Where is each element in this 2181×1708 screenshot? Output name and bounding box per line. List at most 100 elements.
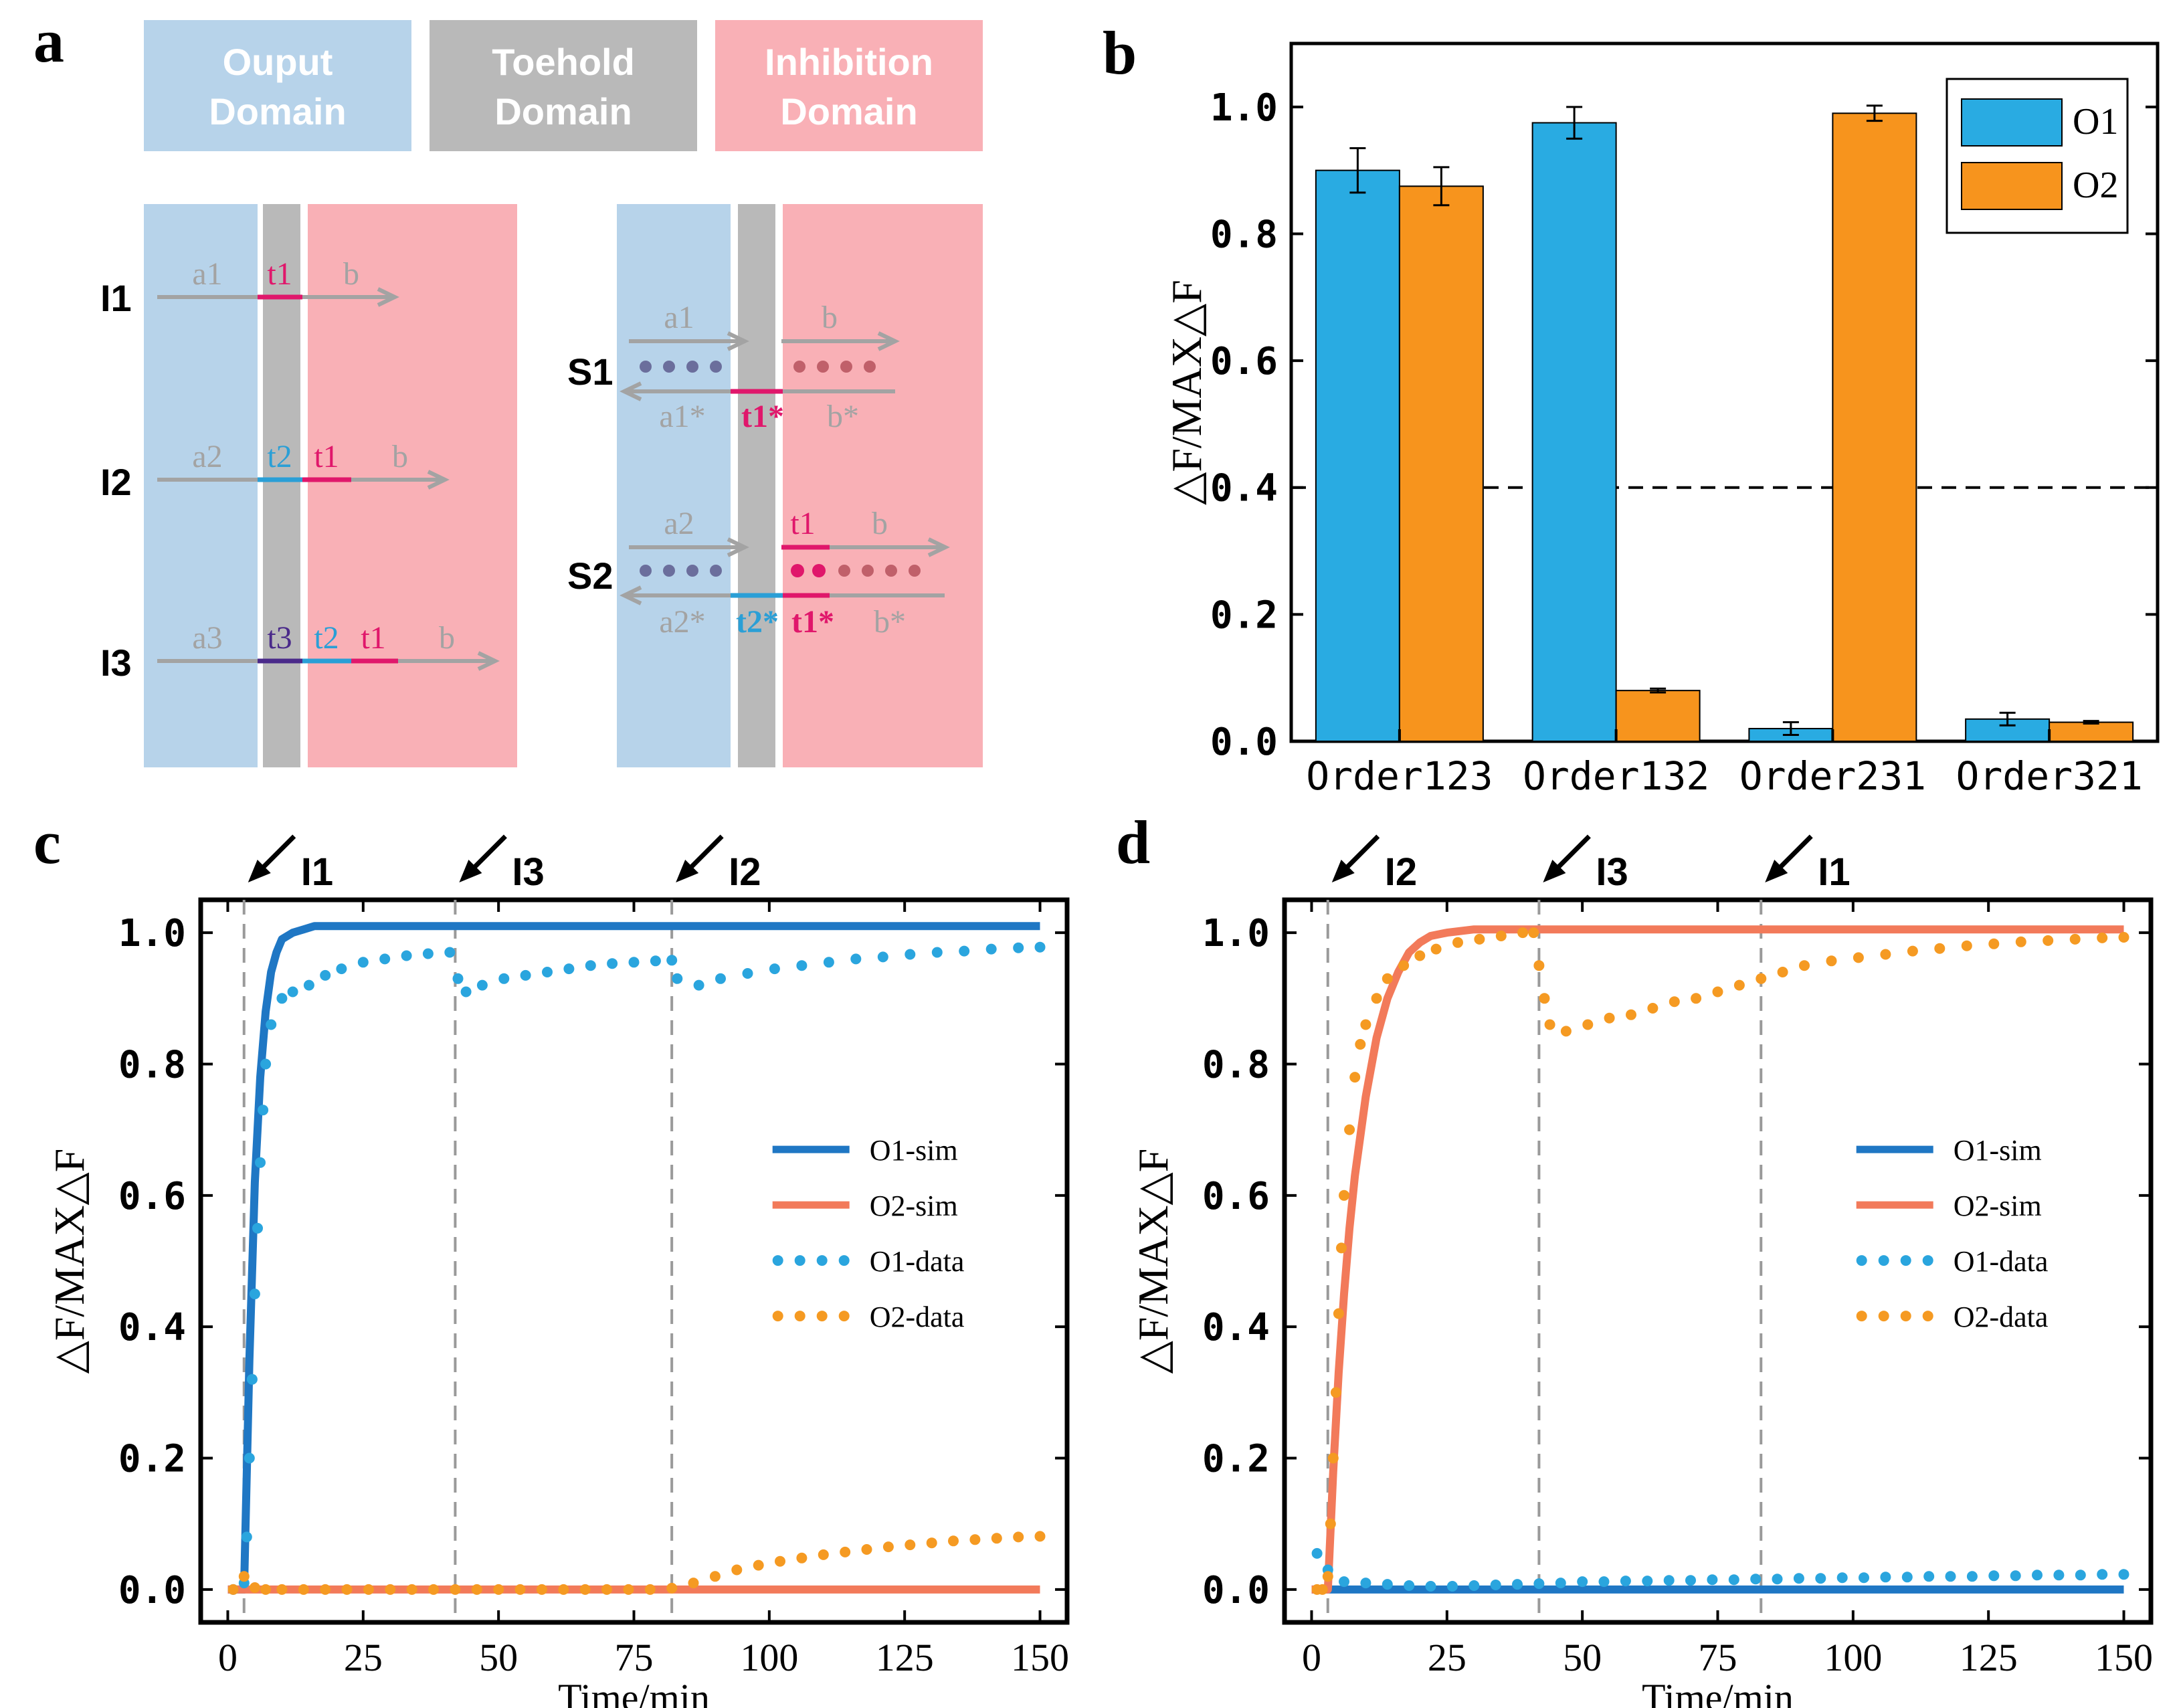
point-o2-data [1934,943,1946,954]
I3-segment-b: b [439,620,455,656]
I3-segment-t1: t1 [361,620,385,656]
point-o2-data [1398,960,1410,971]
point-o1-data [666,955,678,966]
point-o1-data [460,986,472,998]
point-o2-data [709,1571,721,1582]
output-domain-legend-box [144,20,411,151]
point-o1-data [1772,1574,1783,1585]
y-tick-label: 1.0 [1210,86,1278,130]
x-tick-label: 125 [1960,1636,2018,1679]
x-tick-label: 150 [1011,1636,1069,1679]
event-label-i2: I2 [729,850,761,894]
point-o2-data [861,1544,872,1555]
y-tick-label: 0.0 [1210,721,1278,764]
legend-dot-o2-data [1856,1311,1867,1322]
point-o2-data [1517,927,1529,939]
point-o2-data [1626,1009,1636,1020]
point-o1-data [498,973,510,984]
bar-o2 [1398,185,1484,743]
x-tick-label: 75 [615,1636,654,1679]
point-o2-data [1560,1026,1572,1037]
point-o1-data [1577,1576,1588,1588]
point-o1-data [607,958,618,969]
legend-dot-o1-data [794,1255,805,1266]
point-o2-data [1382,973,1393,984]
x-tick-label: Order321 [1956,753,2142,799]
point-o2-data [579,1584,591,1595]
point-o1-data [1988,1570,2000,1582]
point-o2-data [882,1541,894,1553]
point-o1-data [2032,1570,2043,1581]
point-o1-data [1034,941,1046,953]
point-o1-data [303,979,314,991]
complex-S2: S2 a2 t1 b a2* [567,506,950,640]
point-o2-data [1474,933,1485,945]
point-o2-data [363,1584,374,1595]
point-o1-data [1880,1572,1891,1583]
point-o1-data [931,947,943,958]
legend-label-o1-sim: O1-sim [1954,1134,2042,1167]
y-tick-label: 0.8 [1202,1043,1270,1086]
point-o2-data [514,1584,526,1595]
legend-swatch-o2 [1961,162,2063,210]
point-o2-data [1430,943,1442,955]
point-o1-data [252,1222,263,1234]
x-tick-label: 50 [1563,1636,1602,1679]
series-o1-sim [227,922,1040,1594]
legend-dot-o1-data [838,1255,850,1266]
x-tick-label: 0 [1302,1636,1321,1679]
panel-label-d: d [1116,808,1150,876]
point-o1-data [276,993,288,1004]
legend-label-o2: O2 [2073,165,2118,206]
point-o2-data [1330,1387,1341,1398]
point-o2-data [1333,1308,1344,1319]
point-o2-data [1799,960,1810,971]
event-arrowhead [248,860,271,882]
legend-label-o2-data: O2-data [870,1301,965,1333]
point-o1-data [422,948,434,959]
y-tick-label: 0.6 [118,1175,186,1218]
point-o1-data [1901,1572,1913,1583]
point-o1-data [693,979,704,991]
point-o1-data [1311,1547,1323,1559]
x-axis-label: Time/min [1642,1676,1794,1708]
x-tick-label: 150 [2095,1636,2153,1679]
plot-frame [1289,41,2160,743]
point-o2-data [688,1578,699,1589]
point-o1-data [401,950,412,961]
point-o1-data [1468,1580,1480,1591]
S2-bottom-a2-star: a2* [659,604,705,640]
y-tick-label: 0.2 [1210,593,1278,637]
I2-segment-a2: a2 [192,439,222,474]
y-tick-label: 0.4 [118,1306,186,1349]
point-o1-data [1793,1573,1804,1584]
y-tick-label: 0.8 [118,1043,186,1086]
point-o2-data [948,1535,959,1547]
point-o2-data [276,1584,288,1595]
event-label-i2: I2 [1385,850,1417,894]
substrate-output-domain-bg [617,204,731,767]
point-o1-data [1642,1576,1653,1587]
point-o1-data [1945,1571,1956,1582]
point-o2-data [1013,1531,1024,1543]
substrate-label-S2: S2 [567,555,613,597]
point-o2-data [260,1584,272,1595]
strand-I2: I2 a2 t2 t1 b [100,439,450,503]
point-o2-data [238,1571,250,1582]
complex-S1: S1 a1 b a1* t1* b* [567,300,900,434]
point-o1-data [444,947,456,958]
kinetics-chart-d: 0.0 0.2 0.4 0.6 0.8 1.0 0 25 50 75 100 125 150 Time/m… [1129,834,2154,1708]
point-o1-data [260,1058,272,1070]
point-o2-data [2043,935,2054,946]
inhibition-domain-legend-box [715,20,983,151]
point-o2-data [796,1552,808,1563]
panel-label-b: b [1103,19,1137,87]
I1-segment-a1: a1 [192,256,222,292]
bar-chart: 0.0 0.2 0.4 0.6 0.8 1.0 △F/MAX△F Order123 Order1… [1163,41,2160,799]
S2-top-t1: t1 [790,506,815,541]
point-o2-data [2069,933,2081,945]
point-o1-data [452,973,464,984]
panel-label-c: c [33,808,61,876]
S1-bottom-a1-star: a1* [659,399,705,434]
point-o1-data [1815,1573,1826,1584]
